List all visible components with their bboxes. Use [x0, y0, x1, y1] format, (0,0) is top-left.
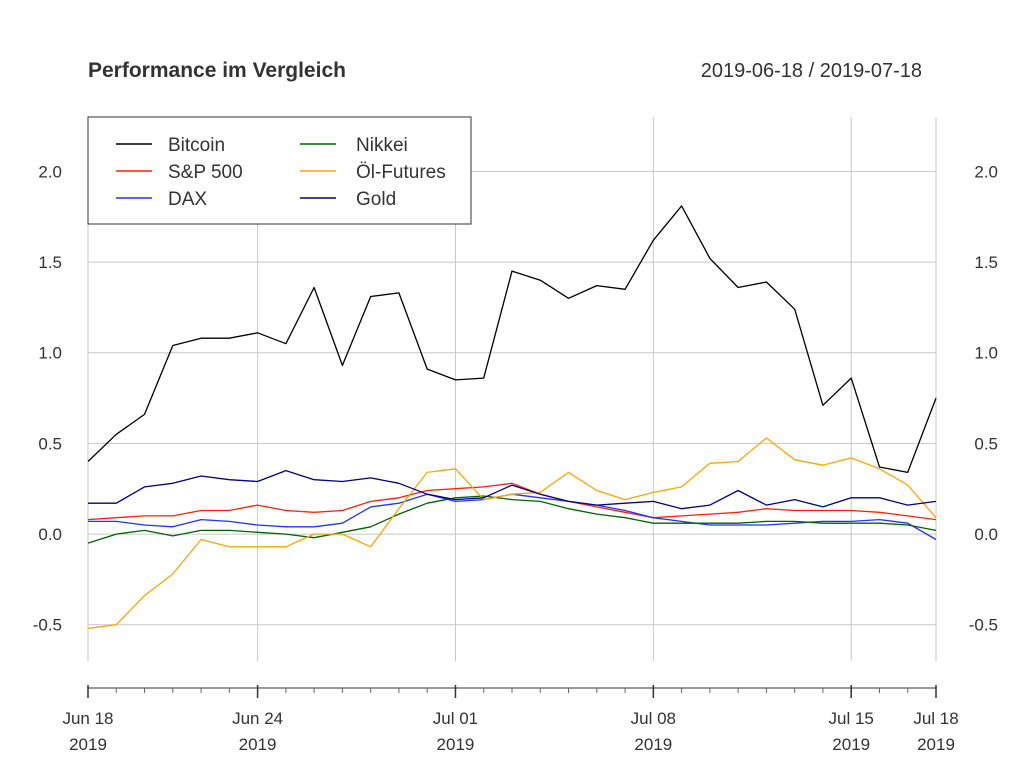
y-tick-label-left: 0.0 — [38, 525, 62, 544]
series-line-oil-futures — [87, 437, 937, 630]
x-tick-label-year: 2019 — [634, 735, 672, 754]
x-tick-label-date: Jun 24 — [232, 709, 283, 728]
legend-label-nikkei: Nikkei — [356, 135, 408, 156]
x-tick-label-year: 2019 — [239, 735, 277, 754]
x-tick-label-date: Jun 18 — [62, 709, 113, 728]
series-line-nikkei — [87, 495, 937, 544]
x-tick-label-year: 2019 — [69, 735, 107, 754]
y-tick-label-right: 2.0 — [974, 162, 998, 181]
legend-item-nikkei: Nikkei — [300, 135, 408, 156]
y-tick-label-left: 1.5 — [38, 253, 62, 272]
x-tick-label-year: 2019 — [832, 735, 870, 754]
y-tick-label-right: -0.5 — [969, 616, 998, 635]
x-tick-label-date: Jul 18 — [913, 709, 958, 728]
legend-label-bitcoin: Bitcoin — [168, 135, 225, 156]
legend-item-bitcoin: Bitcoin — [116, 135, 225, 156]
x-tick-label-year: 2019 — [437, 735, 475, 754]
date-range-label: 2019-06-18 / 2019-07-18 — [701, 60, 922, 82]
y-tick-label-left: 2.0 — [38, 162, 62, 181]
y-tick-label-right: 1.5 — [974, 253, 998, 272]
series-line-gold — [88, 469, 937, 510]
legend-item-dax: DAX — [116, 189, 207, 210]
legend: Bitcoin S&P 500 DAX Nikkei Öl-Futures Go… — [87, 116, 472, 225]
legend-label-oil-futures: Öl-Futures — [356, 162, 446, 183]
y-tick-label-right: 0.0 — [974, 525, 998, 544]
series-line-sp500 — [87, 482, 937, 521]
chart-title: Performance im Vergleich — [88, 59, 346, 82]
y-tick-label-left: 1.0 — [38, 344, 62, 363]
series-lines — [87, 205, 937, 630]
y-tick-label-right: 1.0 — [974, 344, 998, 363]
x-tick-label-date: Jul 08 — [631, 709, 676, 728]
y-tick-label-left: -0.5 — [33, 616, 62, 635]
x-tick-label-date: Jul 15 — [829, 709, 874, 728]
y-tick-label-right: 0.5 — [974, 434, 998, 453]
legend-item-sp500: S&P 500 — [116, 162, 243, 183]
legend-label-gold: Gold — [356, 189, 396, 210]
legend-item-oil-futures: Öl-Futures — [300, 162, 446, 183]
legend-label-dax: DAX — [168, 189, 207, 210]
x-tick-label-year: 2019 — [917, 735, 955, 754]
legend-label-sp500: S&P 500 — [168, 162, 243, 183]
x-tick-label-date: Jul 01 — [433, 709, 478, 728]
y-axis-right: -0.5 0.0 0.5 1.0 1.5 2.0 — [969, 162, 998, 634]
x-axis: Jun 18 2019 Jun 24 2019 Jul 01 2019 Jul 08 2019… — [62, 685, 959, 754]
legend-item-gold: Gold — [300, 189, 396, 210]
y-tick-label-left: 0.5 — [38, 434, 62, 453]
y-axis-left: -0.5 0.0 0.5 1.0 1.5 2.0 — [33, 162, 62, 634]
series-line-dax — [88, 493, 937, 541]
series-line-bitcoin — [87, 205, 937, 474]
